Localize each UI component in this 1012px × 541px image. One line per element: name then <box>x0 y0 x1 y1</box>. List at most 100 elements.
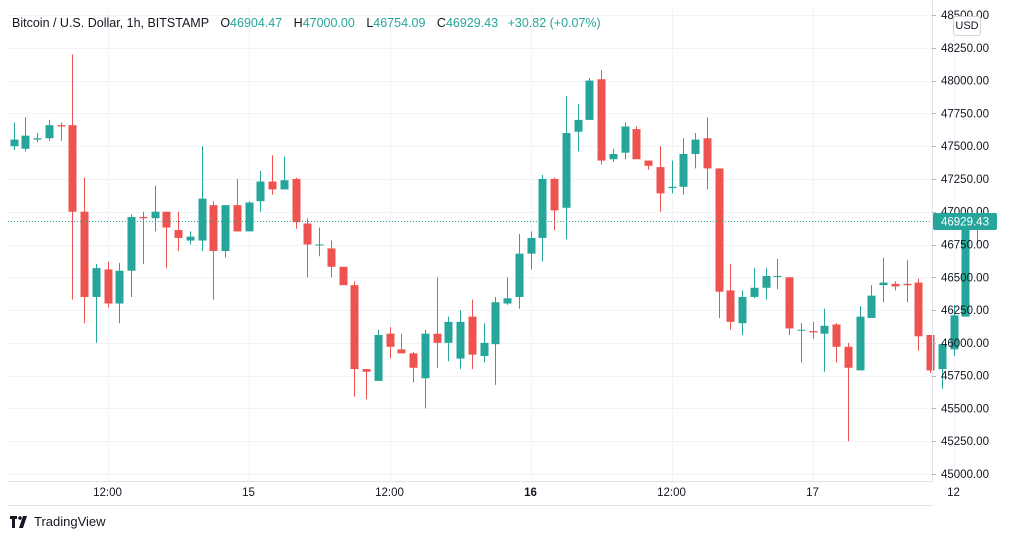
candle[interactable] <box>362 369 371 400</box>
candle[interactable] <box>844 342 853 442</box>
candle[interactable] <box>68 54 77 300</box>
y-tick-label: 47250.00 <box>941 174 989 186</box>
candle[interactable] <box>961 222 970 317</box>
candle[interactable] <box>433 277 442 368</box>
candle[interactable] <box>762 268 771 300</box>
candle[interactable] <box>679 138 688 195</box>
candle[interactable] <box>256 171 265 212</box>
candle[interactable] <box>350 281 359 397</box>
candle[interactable] <box>914 278 923 351</box>
candle[interactable] <box>115 262 124 324</box>
candle[interactable] <box>773 258 782 290</box>
candle[interactable] <box>21 117 30 152</box>
candle[interactable] <box>950 304 959 356</box>
candle[interactable] <box>245 201 254 232</box>
candle[interactable] <box>726 264 735 330</box>
candle[interactable] <box>797 323 806 363</box>
candle[interactable] <box>409 352 418 383</box>
candle[interactable] <box>57 122 66 141</box>
candle[interactable] <box>562 96 571 240</box>
candle[interactable] <box>374 329 383 381</box>
candle[interactable] <box>832 323 841 363</box>
candle[interactable] <box>92 264 101 343</box>
candle[interactable] <box>644 160 653 170</box>
candle[interactable] <box>809 321 818 339</box>
candle[interactable] <box>45 119 54 141</box>
y-tick-label: 45250.00 <box>941 436 989 448</box>
candle[interactable] <box>480 323 489 363</box>
candle[interactable] <box>856 306 865 371</box>
candle[interactable] <box>867 285 876 318</box>
candle-body <box>550 178 559 211</box>
candle[interactable] <box>491 296 500 385</box>
candle[interactable] <box>938 342 947 389</box>
candle[interactable] <box>527 231 536 270</box>
candle[interactable] <box>703 117 712 190</box>
candle[interactable] <box>891 281 900 291</box>
candle[interactable] <box>515 234 524 309</box>
candle[interactable] <box>174 211 183 252</box>
candle[interactable] <box>292 177 301 229</box>
candle[interactable] <box>691 133 700 169</box>
candle[interactable] <box>550 177 559 231</box>
x-tick-label: 12:00 <box>375 487 404 499</box>
candle[interactable] <box>280 156 289 190</box>
candle-body <box>397 349 406 354</box>
candle[interactable] <box>127 214 136 297</box>
candle[interactable] <box>33 133 42 143</box>
candle[interactable] <box>198 146 207 252</box>
candle[interactable] <box>104 261 113 308</box>
candle[interactable] <box>903 260 912 303</box>
candle[interactable] <box>715 168 724 318</box>
candle[interactable] <box>303 218 312 278</box>
candle[interactable] <box>503 277 512 305</box>
candle[interactable] <box>926 334 935 374</box>
candle-body <box>867 295 876 318</box>
candle[interactable] <box>444 316 453 362</box>
candle[interactable] <box>209 201 218 300</box>
candle[interactable] <box>339 266 348 286</box>
candle[interactable] <box>621 122 630 160</box>
candle-body <box>691 139 700 155</box>
candle[interactable] <box>574 104 583 152</box>
candle[interactable] <box>750 268 759 299</box>
candle[interactable] <box>386 327 395 359</box>
candle[interactable] <box>820 308 829 372</box>
price-axis[interactable]: 45000.00 45250.00 45500.00 45750.00 46000.00… <box>932 10 989 481</box>
candlestick-series[interactable] <box>10 54 982 442</box>
candle[interactable] <box>327 240 336 278</box>
candle-body <box>585 80 594 120</box>
candle[interactable] <box>268 155 277 195</box>
candle[interactable] <box>456 310 465 370</box>
candle[interactable] <box>10 122 19 151</box>
candle[interactable] <box>397 333 406 354</box>
candle[interactable] <box>162 211 171 269</box>
candle[interactable] <box>468 299 477 370</box>
candle[interactable] <box>609 148 618 162</box>
candle[interactable] <box>233 178 242 232</box>
tradingview-logo[interactable]: TradingView <box>10 514 106 529</box>
time-axis[interactable]: 12:00 15 12:00 16 12:00 17 12 <box>93 487 960 499</box>
y-tick-label: 45750.00 <box>941 371 989 383</box>
candle[interactable] <box>597 70 606 165</box>
candle[interactable] <box>632 126 641 160</box>
candle[interactable] <box>315 227 324 257</box>
symbol-title[interactable]: Bitcoin / U.S. Dollar, 1h, BITSTAMP <box>12 16 209 30</box>
candle[interactable] <box>151 185 160 232</box>
candle-body <box>433 333 442 343</box>
currency-button[interactable]: USD <box>953 16 981 36</box>
candle[interactable] <box>785 277 794 335</box>
candle[interactable] <box>186 231 195 245</box>
candle[interactable] <box>421 329 430 409</box>
candle[interactable] <box>538 174 547 262</box>
candle[interactable] <box>668 160 677 194</box>
candle[interactable] <box>139 211 148 265</box>
candle[interactable] <box>656 146 665 212</box>
candle[interactable] <box>80 177 89 324</box>
candle[interactable] <box>738 290 747 335</box>
candle[interactable] <box>221 205 230 258</box>
candle[interactable] <box>879 257 888 303</box>
candle[interactable] <box>585 77 594 120</box>
candle-body <box>926 334 935 371</box>
